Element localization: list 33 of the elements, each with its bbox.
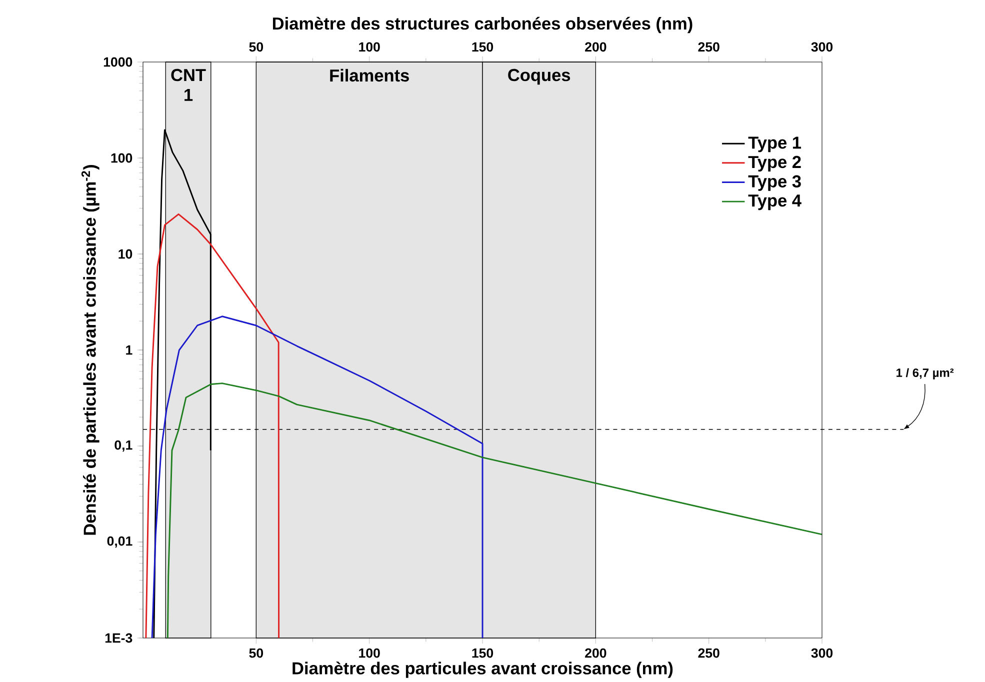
- y-tick-label: 1000: [104, 57, 132, 67]
- x2-tick-label: 300: [811, 42, 833, 52]
- line-series: [166, 382, 823, 639]
- y-tick-label: 0,01: [107, 536, 132, 548]
- x2-tick-label: 200: [585, 42, 606, 52]
- x-tick-label: 50: [249, 648, 264, 658]
- legend-label: Type 4: [748, 194, 802, 210]
- x-tick-label: 300: [811, 648, 833, 658]
- y-tick-label: 100: [111, 153, 132, 163]
- line-series: [151, 316, 484, 639]
- x2-tick-label: 250: [698, 42, 720, 52]
- x-tick-label: 200: [585, 648, 606, 658]
- y-tick-label: 1: [126, 345, 132, 354]
- x2-axis-title: Diamètre des structures carbonées observées (nm): [272, 16, 692, 33]
- x2-tick-label: 100: [359, 42, 380, 52]
- x-axis-title: Diamètre des particules avant croissance (nm): [292, 661, 673, 678]
- y-tick-label: 1E-3: [105, 633, 132, 643]
- ref-line-label: 1 / 6,7 µm²: [896, 368, 954, 380]
- legend-label: Type 1: [748, 136, 802, 152]
- x-tick-label: 250: [698, 648, 720, 658]
- line-series: [145, 213, 280, 639]
- y-tick-label: 10: [118, 249, 132, 259]
- legend-label: Type 2: [748, 156, 801, 172]
- x-tick-label: 100: [359, 648, 380, 658]
- band-label: Coques: [508, 68, 570, 84]
- x2-tick-label: 50: [249, 42, 264, 52]
- y-tick-label: 0,1: [114, 440, 132, 452]
- x-tick-label: 150: [472, 648, 494, 658]
- x2-tick-label: 150: [472, 42, 494, 52]
- band-label: Filaments: [330, 68, 409, 82]
- legend-label: Type 3: [748, 175, 801, 191]
- y-axis-title: Densité de particules avant croissance (µm$^{-2}$): [81, 164, 100, 535]
- band-label: CNT 1: [171, 68, 206, 101]
